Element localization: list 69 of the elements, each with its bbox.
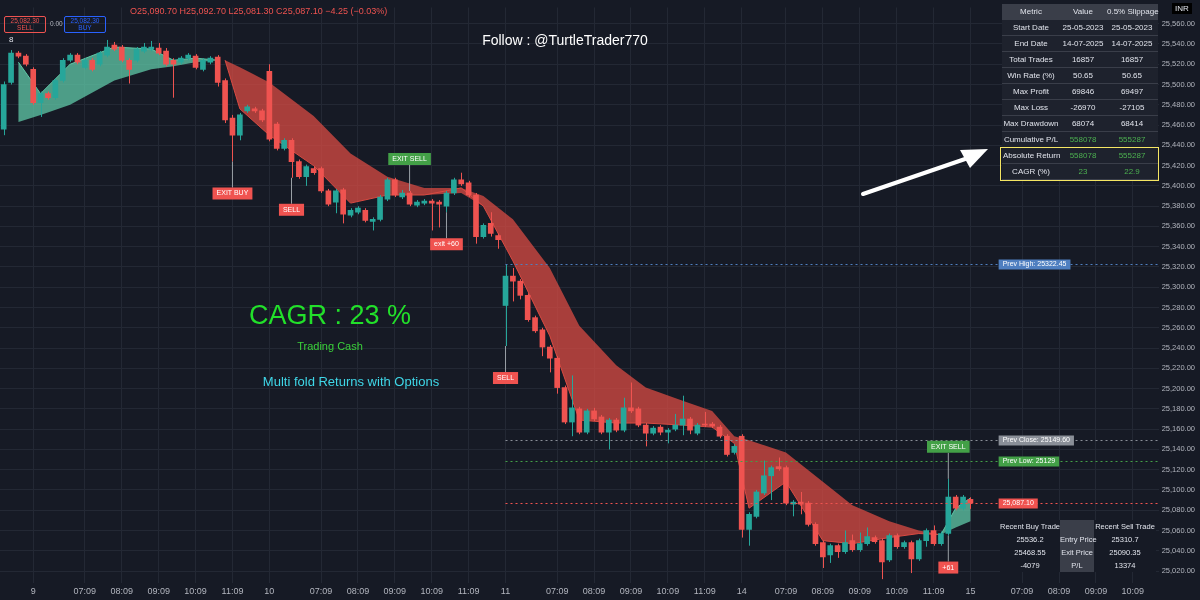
x-tick-label: 08:09	[1047, 586, 1071, 597]
x-tick-label: 07:09	[774, 586, 798, 597]
x-tick-label: 07:09	[309, 586, 333, 597]
y-axis-title: INR	[1172, 3, 1192, 15]
x-tick-label: 11:09	[221, 586, 244, 597]
annotation: Value	[1060, 4, 1106, 20]
x-tick-label: 09:09	[1084, 586, 1108, 597]
annotation: 50.65	[1060, 68, 1106, 84]
annotation: 50.65	[1106, 68, 1158, 84]
annotation: 69846	[1060, 84, 1106, 100]
annotation: Trading Cash	[297, 340, 363, 353]
x-tick-label: 09:09	[848, 586, 872, 597]
annotation: Start Date	[1002, 20, 1060, 36]
x-tick-label: 11:09	[922, 586, 945, 597]
x-tick-label: 07:09	[545, 586, 569, 597]
x-tick-label: 14	[736, 586, 747, 597]
annotation: 14-07-2025	[1060, 36, 1106, 52]
x-tick-label: 11:09	[457, 586, 480, 597]
annotation: Absolute Return	[1002, 148, 1061, 164]
x-tick-label: 08:09	[110, 586, 134, 597]
annotation: Total Trades	[1002, 52, 1060, 68]
annotation: 8	[9, 35, 14, 45]
annotation: 558078	[1060, 148, 1106, 164]
x-tick-label: 07:09	[1010, 586, 1034, 597]
annotation: Max Loss	[1002, 100, 1060, 116]
annotation: Max Profit	[1002, 84, 1060, 100]
annotation: -26970	[1060, 100, 1106, 116]
annotation: -27105	[1106, 100, 1158, 116]
x-tick-label: 09:09	[383, 586, 407, 597]
annotation: CAGR : 23 %	[248, 300, 412, 332]
annotation: 558078	[1060, 132, 1106, 148]
x-tick-label: 10:09	[656, 586, 680, 597]
annotation: 22.9	[1106, 164, 1158, 180]
x-tick-label: 09:09	[619, 586, 643, 597]
annotation: 16857	[1106, 52, 1158, 68]
x-tick-label: 9	[30, 586, 36, 597]
x-tick-label: 07:09	[73, 586, 97, 597]
annotation: Win Rate (%)	[1002, 68, 1060, 84]
x-tick-label: 10:09	[420, 586, 443, 597]
x-tick-label: 11	[500, 586, 511, 597]
x-tick-label: 10	[264, 586, 275, 597]
annotation: 68414	[1106, 116, 1158, 132]
x-tick-label: 09:09	[147, 586, 170, 597]
annotation: Metric	[1002, 4, 1060, 20]
annotation: 0.5% Slippage	[1106, 4, 1159, 20]
annotation: Cumulative P/L	[1002, 132, 1060, 148]
annotation: 14-07-2025	[1106, 36, 1158, 52]
x-tick-label: 08:09	[346, 586, 370, 597]
x-tick-label: 15	[965, 586, 976, 597]
x-tick-label: 10:09	[184, 586, 207, 597]
chart-subtitle: O25,090.70 H25,092.70 L25,081.30 C25,087.10 −4.25 (−0.03%)	[130, 6, 388, 17]
annotation: Follow : @TurtleTrader770	[482, 32, 648, 49]
annotation: 16857	[1060, 52, 1106, 68]
annotation: 23	[1060, 164, 1106, 180]
annotation: 555287	[1106, 148, 1158, 164]
annotation: 68074	[1060, 116, 1106, 132]
x-tick-label: 10:09	[885, 586, 908, 597]
annotation: CAGR (%)	[1002, 164, 1060, 180]
x-tick-label: 11:09	[693, 586, 716, 597]
annotation: 555287	[1106, 132, 1158, 148]
annotation: Max Drawdown	[1002, 116, 1060, 132]
x-tick-label: 10:09	[1121, 586, 1145, 597]
x-tick-label: 08:09	[811, 586, 835, 597]
annotation: 69497	[1106, 84, 1158, 100]
annotation: 25-05-2023	[1106, 20, 1158, 36]
x-tick-label: 08:09	[582, 586, 606, 597]
annotation: End Date	[1002, 36, 1060, 52]
annotation: Multi fold Returns with Options	[262, 374, 440, 390]
annotation: 25-05-2023	[1060, 20, 1106, 36]
